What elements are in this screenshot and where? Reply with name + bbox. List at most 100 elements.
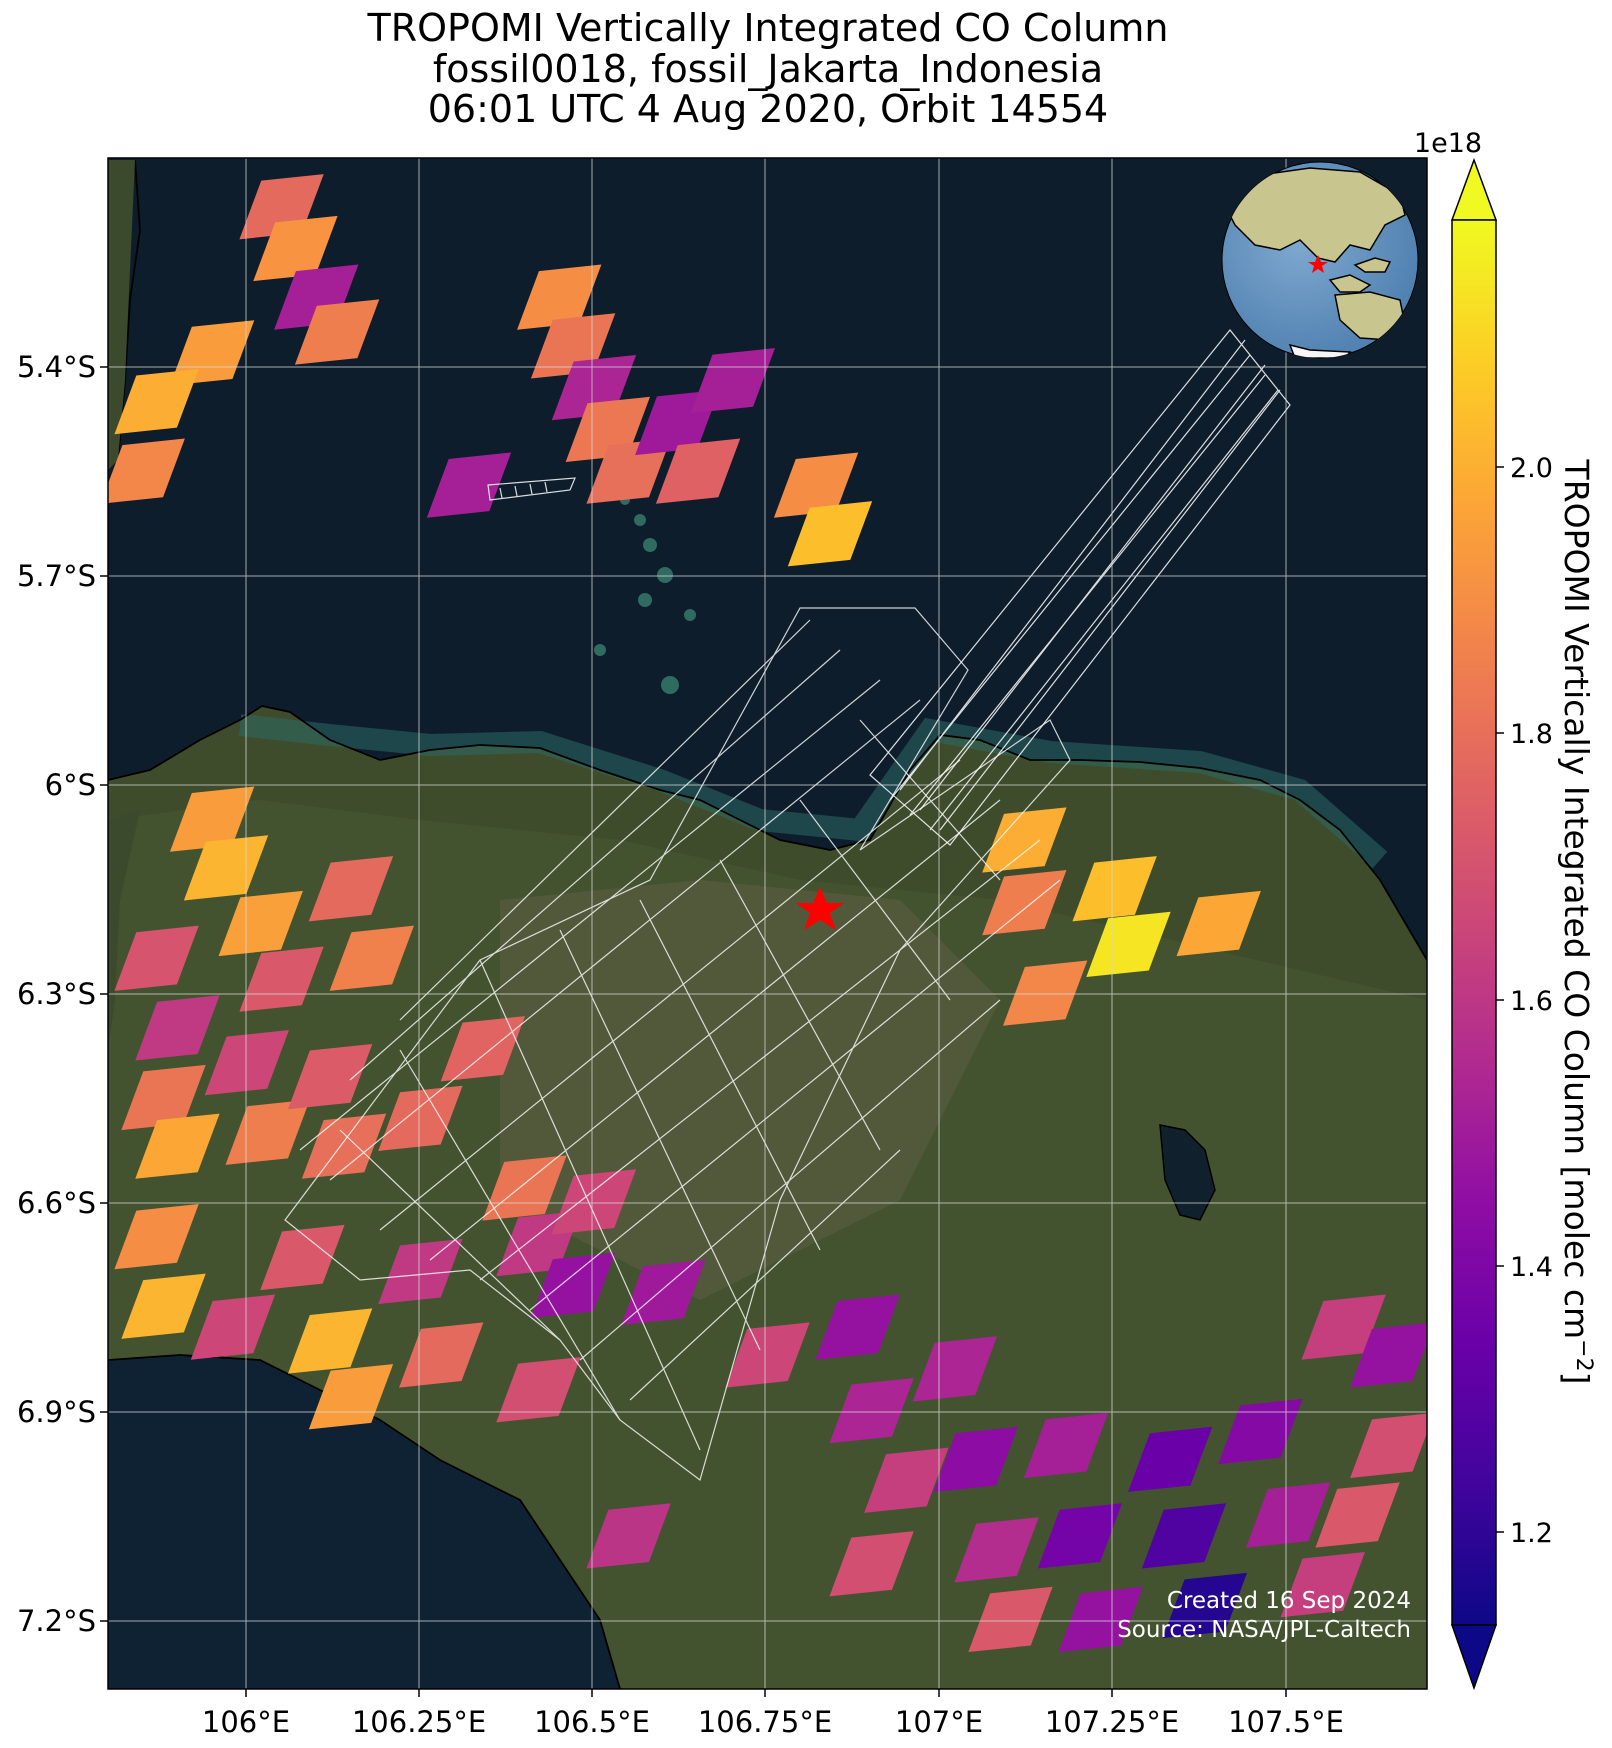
co-cell <box>864 1447 949 1513</box>
co-cell <box>169 786 255 852</box>
co-cell <box>982 870 1067 936</box>
co-cell <box>1023 1412 1109 1479</box>
gridlines <box>108 158 1427 1689</box>
co-cell <box>968 1586 1053 1653</box>
lat-tick-label: 6.3°S <box>17 977 96 1011</box>
co-cell <box>378 1085 463 1151</box>
co-cell <box>496 1357 581 1423</box>
co-cell <box>204 1030 290 1096</box>
co-cell <box>253 215 338 282</box>
co-cell <box>218 890 303 957</box>
sounding-grid-central <box>284 607 1071 1482</box>
colorbar-extend-min <box>1450 1624 1498 1691</box>
co-cell <box>190 1294 276 1360</box>
co-cell <box>1037 1503 1123 1569</box>
globe-site-star <box>1308 255 1328 273</box>
co-cell <box>1315 1482 1400 1548</box>
co-cell <box>294 299 380 365</box>
colorbar-tick-label: 1.2 <box>1510 1518 1553 1549</box>
co-cell <box>260 1224 345 1291</box>
colorbar: 1e18 1.2 1.4 1.6 1.8 2.0 TROPOMI Vertica… <box>1414 128 1596 1691</box>
co-cell <box>426 452 512 518</box>
co-cell <box>482 1155 567 1221</box>
south-bay <box>108 1355 620 1689</box>
lon-tick-label: 107.5°E <box>1228 1705 1344 1739</box>
co-cell <box>440 1016 526 1082</box>
map-subtitle-time: 06:01 UTC 4 Aug 2020, Orbit 14554 <box>427 87 1109 131</box>
colorbar-extend-max <box>1450 157 1498 221</box>
co-cell <box>725 1322 810 1388</box>
co-cell <box>308 856 394 922</box>
co-cell <box>655 438 741 504</box>
co-cell <box>135 1113 220 1179</box>
lon-tick-label: 106.5°E <box>534 1705 650 1739</box>
co-cell <box>1072 856 1157 922</box>
co-cell <box>982 807 1067 873</box>
lat-tick-label: 5.7°S <box>17 559 96 593</box>
co-cell <box>1162 1572 1248 1639</box>
colorbar-multiplier: 1e18 <box>1414 128 1482 159</box>
co-cell <box>1218 1398 1303 1465</box>
co-cell <box>301 1113 387 1179</box>
lat-tick-label: 7.2°S <box>17 1604 96 1638</box>
co-cell <box>829 1531 914 1597</box>
co-cell <box>517 264 602 330</box>
co-cell <box>121 1273 206 1339</box>
map-subtitle-site: fossil0018, fossil_Jakarta_Indonesia <box>432 47 1104 91</box>
lat-tick-label: 6.9°S <box>17 1395 96 1429</box>
co-cell <box>1350 1413 1427 1479</box>
co-cell <box>135 995 220 1061</box>
co-cell <box>169 320 255 386</box>
co-cell <box>378 1238 463 1305</box>
co-cell <box>690 348 775 414</box>
colorbar-title: TROPOMI Vertically Integrated CO Column … <box>1557 459 1596 1385</box>
co-cell <box>530 1252 616 1318</box>
co-cell <box>1127 1426 1213 1492</box>
lon-tick-label: 107°E <box>895 1705 983 1739</box>
co-cell <box>773 452 859 518</box>
co-cell <box>239 946 324 1012</box>
co-cell <box>1141 1503 1227 1569</box>
lat-tick-label: 5.4°S <box>17 350 96 384</box>
co-cell <box>114 1204 199 1270</box>
map-panel[interactable]: Created 16 Sep 2024 Source: NASA/JPL-Cal… <box>101 158 1435 1689</box>
lat-tick-label: 6.6°S <box>17 1186 96 1220</box>
lake <box>1159 1124 1216 1221</box>
co-cell <box>329 925 414 991</box>
co-cell <box>912 1336 998 1402</box>
co-cell <box>287 1043 373 1110</box>
lon-tick-label: 106.25°E <box>352 1705 486 1739</box>
co-cell <box>1176 890 1261 957</box>
colorbar-tick-label: 1.8 <box>1510 719 1553 750</box>
colorbar-bar <box>1451 219 1497 1626</box>
map-frame <box>107 157 1428 1690</box>
lat-axis: 5.4°S 5.7°S 6°S 6.3°S 6.6°S 6.9°S 7.2°S <box>17 350 108 1638</box>
co-cell <box>1245 1482 1331 1548</box>
co-cell <box>114 368 199 435</box>
credit-source: Source: NASA/JPL-Caltech <box>1117 1617 1411 1643</box>
globe-inset <box>1221 161 1419 359</box>
lon-axis: 106°E 106.25°E 106.5°E 106.75°E 107°E 10… <box>202 1689 1344 1739</box>
co-cell <box>551 1169 637 1235</box>
lon-tick-label: 106°E <box>202 1705 290 1739</box>
colorbar-tick-label: 1.4 <box>1510 1252 1553 1283</box>
co-cell <box>1058 1586 1143 1653</box>
co-cell <box>1086 911 1171 977</box>
lon-tick-label: 106.75°E <box>698 1705 832 1739</box>
thousand-islands <box>594 466 696 694</box>
map-title: TROPOMI Vertically Integrated CO Column <box>367 6 1169 50</box>
co-cell <box>1301 1294 1386 1360</box>
co-cell <box>586 438 671 504</box>
site-marker-star[interactable] <box>796 887 844 930</box>
co-cell <box>108 438 185 504</box>
co-cell <box>954 1517 1039 1583</box>
co-cell <box>815 1294 900 1360</box>
co-cell <box>225 1099 310 1165</box>
lat-tick-label: 6°S <box>45 768 96 802</box>
co-cell <box>829 1378 914 1444</box>
co-cell <box>933 1426 1018 1492</box>
co-cell <box>399 1322 484 1388</box>
co-cell <box>586 1503 671 1569</box>
sounding-grid-small <box>487 477 576 501</box>
